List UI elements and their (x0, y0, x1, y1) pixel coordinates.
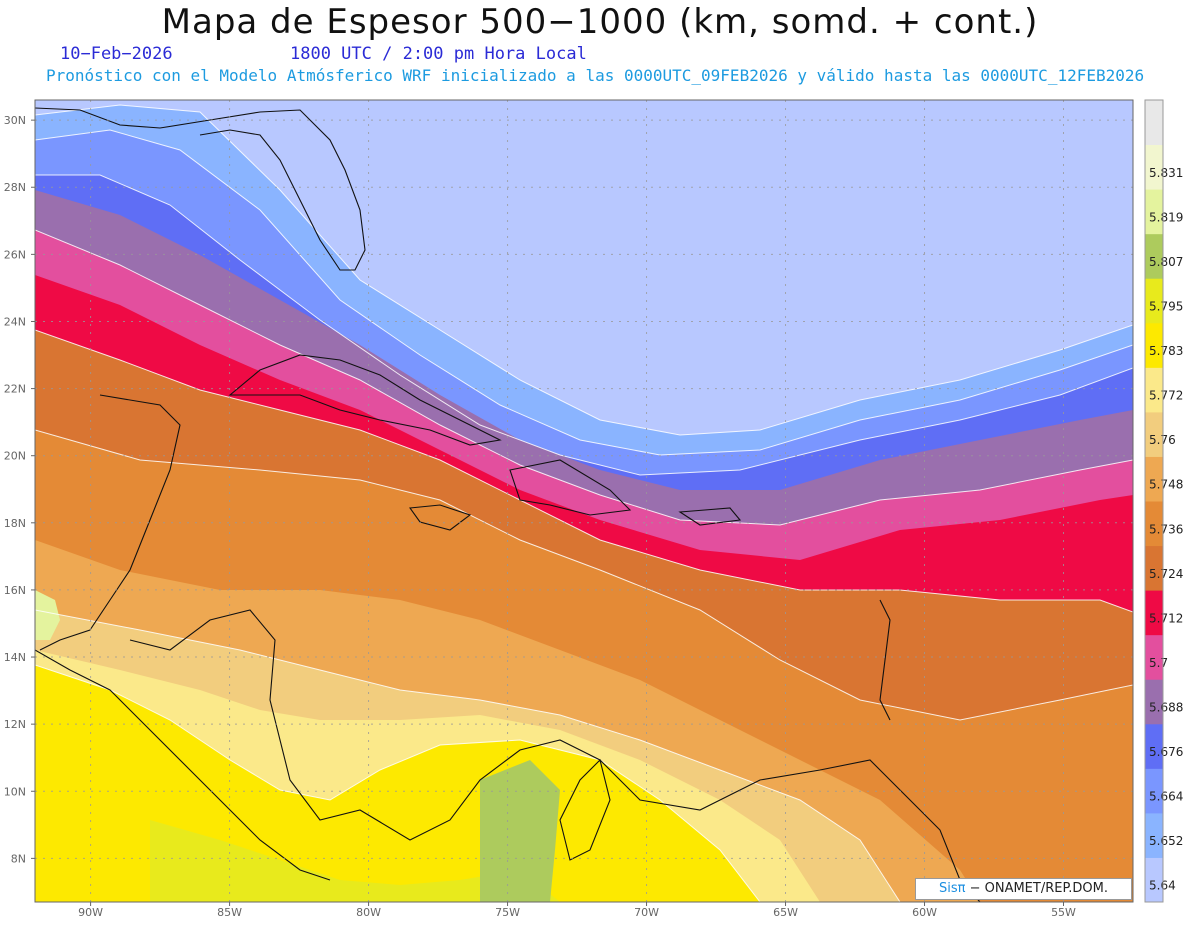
colorbar-label: 5.7 (1149, 656, 1168, 670)
lat-tick-label: 20N (4, 450, 26, 463)
lon-tick-label: 80W (356, 906, 381, 919)
colorbar-swatch (1145, 144, 1163, 190)
credit-box: Sisπ − ONAMET/REP.DOM. (915, 878, 1132, 900)
colorbar-label: 5.736 (1149, 522, 1183, 536)
longitude-labels: 90W 85W 80W 75W 70W 65W 60W 55W (78, 902, 1076, 919)
colorbar-swatch (1145, 723, 1163, 769)
colorbar-label: 5.772 (1149, 389, 1183, 403)
colorbar: 5.64 5.652 5.664 5.676 5.688 5.7 5.712 5.724 5.7… (1144, 99, 1183, 903)
lat-tick-label: 18N (4, 517, 26, 530)
colorbar-swatch (1145, 100, 1163, 146)
colorbar-label: 5.712 (1149, 611, 1183, 625)
lon-tick-label: 55W (1051, 906, 1076, 919)
lat-tick-label: 24N (4, 315, 26, 328)
forecast-date: 10−Feb−2026 (60, 44, 173, 64)
lat-tick-label: 30N (4, 114, 26, 127)
colorbar-frame (1144, 99, 1164, 903)
map-frame (34, 99, 1134, 903)
colorbar-swatch (1145, 590, 1163, 636)
colorbar-label: 5.807 (1149, 255, 1183, 269)
colorbar-label: 5.664 (1149, 790, 1183, 804)
map-title: Mapa de Espesor 500−1000 (km, somd. + co… (161, 2, 1039, 42)
forecast-subtitle: Pronóstico con el Modelo Atmósferico WRF… (46, 66, 1145, 85)
lat-tick-label: 16N (4, 584, 26, 597)
credit-pi: π (957, 881, 966, 896)
coastlines (35, 107, 981, 902)
colorbar-swatch (1145, 456, 1163, 502)
colorbar-swatch (1145, 857, 1163, 903)
colorbar-label: 5.748 (1149, 478, 1183, 492)
colorbar-label: 5.652 (1149, 834, 1183, 848)
lat-tick-label: 8N (11, 852, 26, 865)
lon-tick-label: 65W (773, 906, 798, 919)
lat-tick-label: 26N (4, 248, 26, 261)
colorbar-swatch (1145, 679, 1163, 725)
thickness-contours (35, 104, 1133, 902)
colorbar-swatch (1145, 768, 1163, 814)
colorbar-label: 5.676 (1149, 745, 1183, 759)
colorbar-label: 5.795 (1149, 300, 1183, 314)
lat-tick-label: 12N (4, 718, 26, 731)
colorbar-swatch (1145, 634, 1163, 680)
colorbar-label: 5.64 (1149, 879, 1176, 893)
colorbar-label: 5.76 (1149, 433, 1176, 447)
colorbar-label: 5.831 (1149, 166, 1183, 180)
colorbar-swatch (1145, 189, 1163, 235)
lon-tick-label: 75W (495, 906, 520, 919)
colorbar-swatch (1145, 367, 1163, 413)
lon-tick-label: 70W (634, 906, 659, 919)
lat-tick-label: 10N (4, 785, 26, 798)
credit-sis: Sis (938, 881, 958, 896)
lat-tick-label: 28N (4, 181, 26, 194)
lon-tick-label: 60W (912, 906, 937, 919)
colorbar-swatch (1145, 278, 1163, 324)
colorbar-swatch (1145, 545, 1163, 591)
lon-tick-label: 85W (217, 906, 242, 919)
colorbar-swatch (1145, 233, 1163, 279)
colorbar-label: 5.819 (1149, 210, 1183, 224)
colorbar-swatch (1145, 501, 1163, 547)
lat-tick-label: 14N (4, 651, 26, 664)
lon-tick-label: 90W (78, 906, 103, 919)
colorbar-label: 5.724 (1149, 567, 1183, 581)
lat-tick-label: 22N (4, 383, 26, 396)
colorbar-label: 5.688 (1149, 701, 1183, 715)
forecast-time: 1800 UTC / 2:00 pm Hora Local (290, 44, 587, 64)
credit-org: − ONAMET/REP.DOM. (969, 881, 1109, 896)
lat-lon-grid (35, 100, 1133, 902)
colorbar-swatch (1145, 322, 1163, 368)
latitude-labels: 30N 28N 26N 24N 22N 20N 18N 16N 14N 12N 10N 8N (4, 114, 35, 865)
shaded-thickness-field (35, 100, 1133, 902)
colorbar-label: 5.783 (1149, 344, 1183, 358)
colorbar-swatch (1145, 812, 1163, 858)
colorbar-swatch (1145, 411, 1163, 457)
